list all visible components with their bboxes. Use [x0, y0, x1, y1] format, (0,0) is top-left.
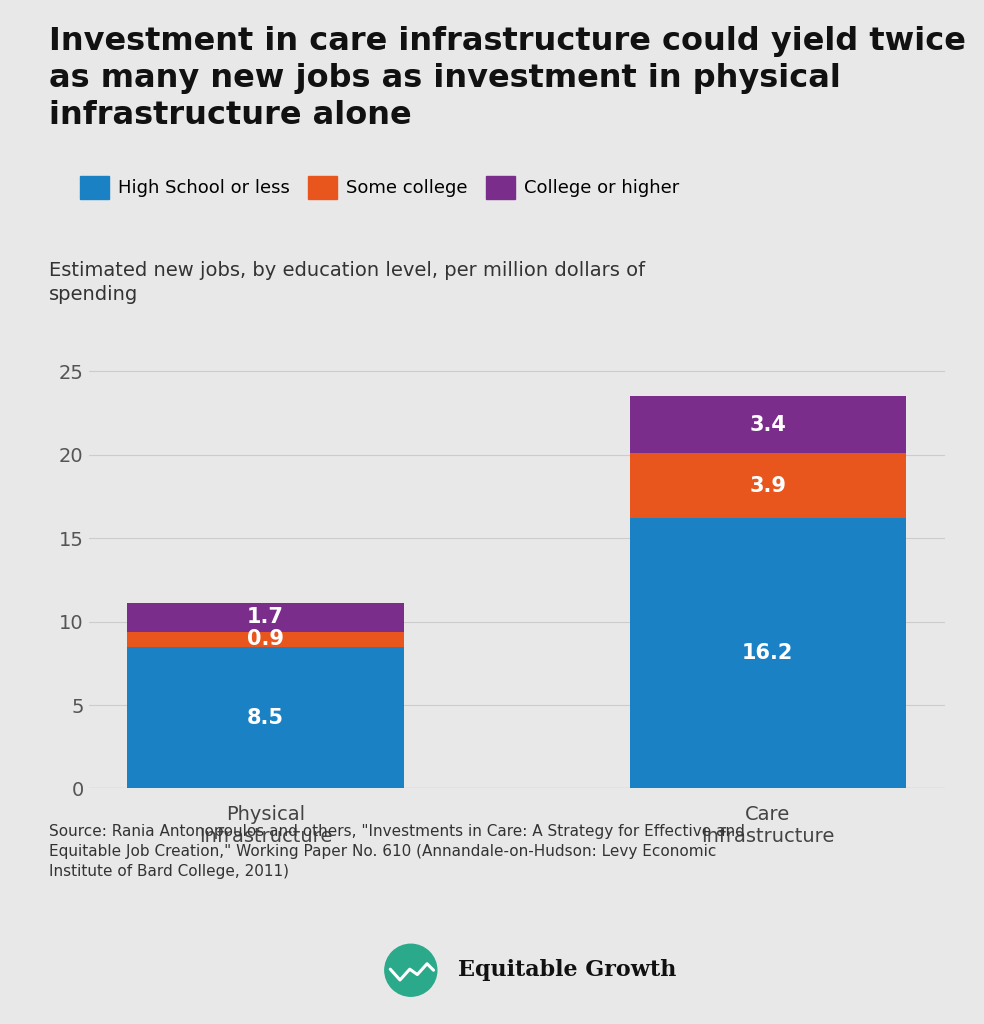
Text: 3.9: 3.9 [749, 475, 786, 496]
Bar [630, 396, 905, 453]
Bar [128, 632, 403, 646]
Text: 16.2: 16.2 [742, 643, 793, 664]
Text: 0.9: 0.9 [247, 629, 284, 649]
Text: Investment in care infrastructure could yield twice
as many new jobs as investme: Investment in care infrastructure could … [49, 26, 966, 131]
Text: 8.5: 8.5 [247, 708, 284, 728]
Text: 3.4: 3.4 [749, 415, 786, 435]
Bar [128, 646, 403, 788]
Bar [630, 453, 905, 518]
Text: Equitable Growth: Equitable Growth [458, 958, 676, 981]
Text: Source: Rania Antonopoulos and others, "Investments in Care: A Strategy for Effe: Source: Rania Antonopoulos and others, "… [49, 824, 745, 879]
Bar [630, 518, 905, 788]
Text: Estimated new jobs, by education level, per million dollars of
spending: Estimated new jobs, by education level, … [49, 261, 646, 304]
Legend: High School or less, Some college, College or higher: High School or less, Some college, Colle… [81, 176, 679, 199]
Bar [128, 603, 403, 632]
Text: 1.7: 1.7 [247, 607, 284, 628]
Circle shape [385, 944, 437, 996]
